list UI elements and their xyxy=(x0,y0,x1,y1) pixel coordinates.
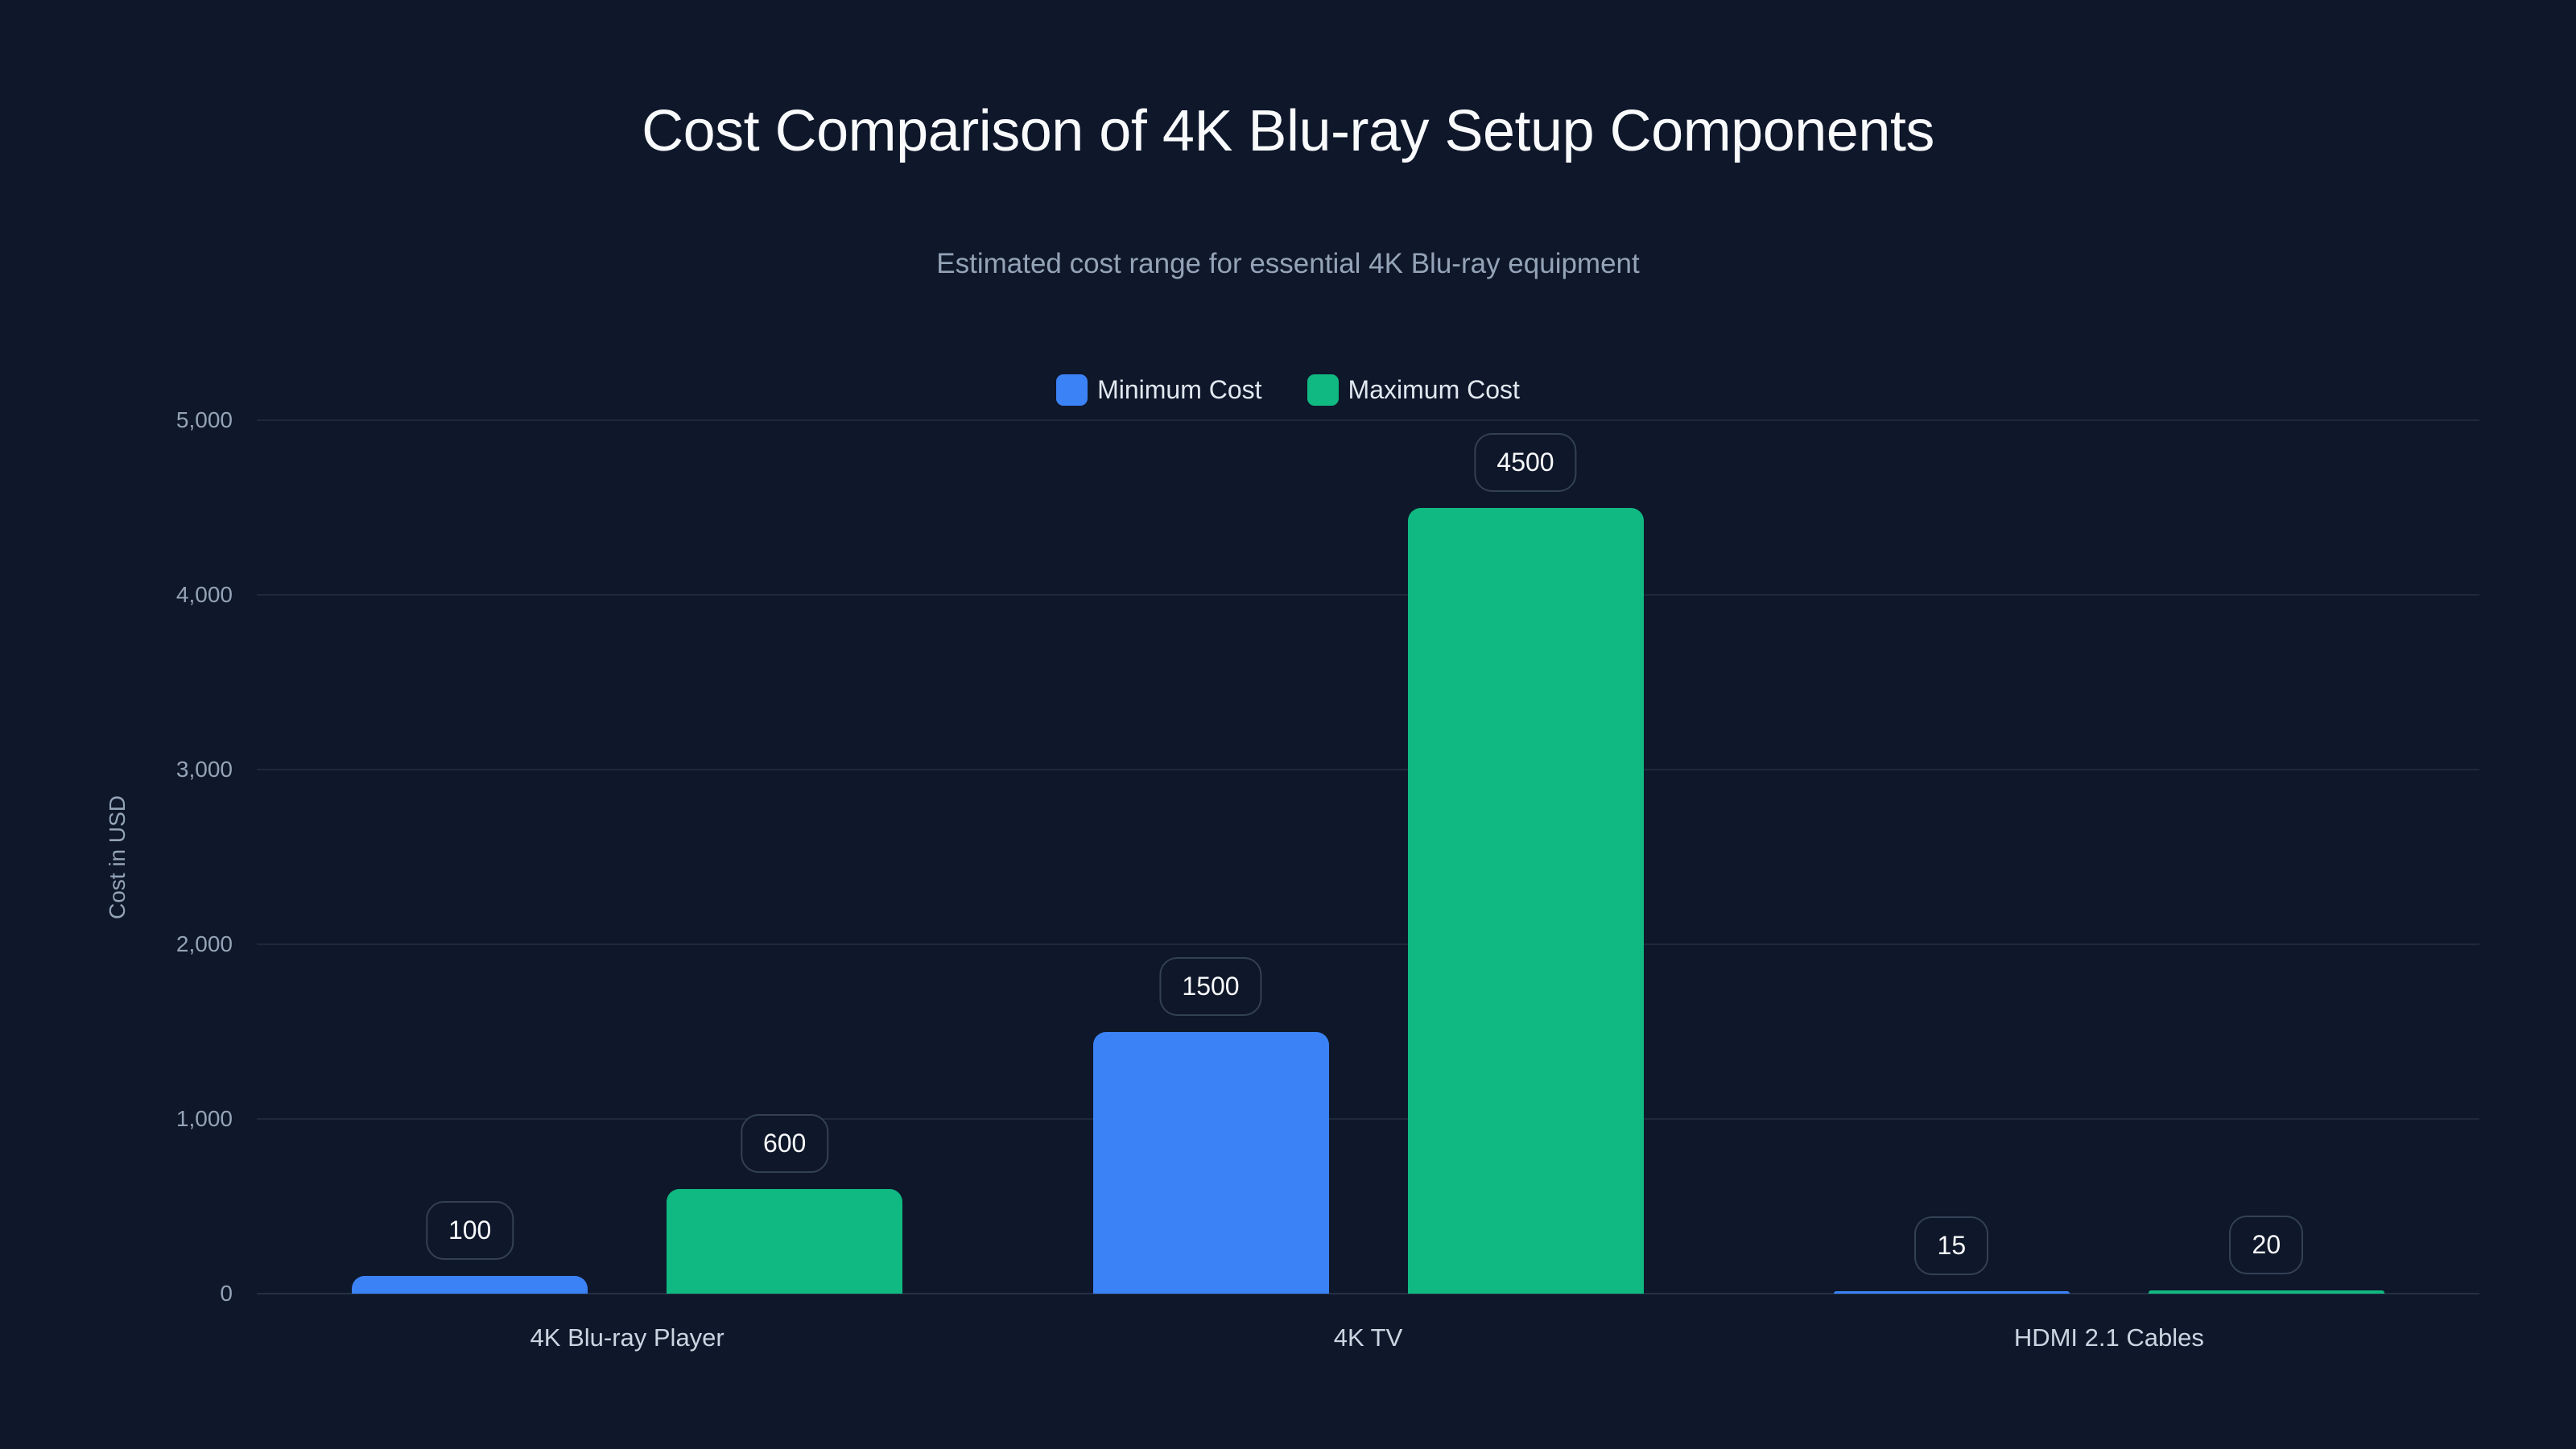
gridline xyxy=(257,769,2479,770)
bar-maximum-0[interactable] xyxy=(667,1188,903,1294)
bar-maximum-1[interactable] xyxy=(1407,507,1644,1294)
gridline xyxy=(257,1118,2479,1120)
legend-swatch-minimum-icon xyxy=(1056,374,1088,406)
y-tick-label: 1,000 xyxy=(175,1106,233,1131)
y-tick-label: 2,000 xyxy=(175,931,233,956)
x-tick-label: 4K TV xyxy=(1333,1323,1403,1352)
y-axis-title: Cost in USD xyxy=(105,795,130,920)
chart-subtitle: Estimated cost range for essential 4K Bl… xyxy=(936,248,1640,279)
bar-minimum-2[interactable] xyxy=(1833,1290,2070,1294)
legend-item-minimum-cost[interactable]: Minimum Cost xyxy=(1056,372,1262,407)
bar-minimum-0[interactable] xyxy=(352,1276,588,1294)
y-tick-label: 5,000 xyxy=(175,407,233,432)
plot-area: 0 1,000 2,000 3,000 4,000 5,000 100 600 1500 4500… xyxy=(176,407,2479,1306)
bar-value-label: 20 xyxy=(2229,1215,2304,1274)
bar-maximum-2[interactable] xyxy=(2148,1290,2384,1294)
y-tick-label: 3,000 xyxy=(175,757,233,782)
bar-value-label: 4500 xyxy=(1474,432,1577,492)
gridline xyxy=(257,943,2479,945)
bar-value-label: 1500 xyxy=(1159,956,1262,1016)
bar-value-label: 600 xyxy=(740,1113,829,1173)
legend-label: Maximum Cost xyxy=(1348,375,1520,404)
legend-item-maximum-cost[interactable]: Maximum Cost xyxy=(1307,372,1520,407)
y-tick-label: 4,000 xyxy=(175,582,233,607)
legend-swatch-maximum-icon xyxy=(1307,374,1339,406)
bar-minimum-1[interactable] xyxy=(1092,1031,1329,1294)
y-tick-label: 0 xyxy=(220,1281,233,1306)
gridline xyxy=(257,419,2479,421)
x-tick-label: 4K Blu-ray Player xyxy=(530,1323,724,1352)
x-tick-label: HDMI 2.1 Cables xyxy=(2013,1323,2204,1352)
legend-label: Minimum Cost xyxy=(1097,375,1262,404)
bar-value-label: 100 xyxy=(425,1201,514,1261)
chart-title: Cost Comparison of 4K Blu-ray Setup Comp… xyxy=(642,99,1934,163)
legend: Minimum Cost Maximum Cost xyxy=(0,372,2576,407)
x-axis-baseline xyxy=(257,1293,2479,1294)
bar-value-label: 15 xyxy=(1914,1216,1989,1275)
gridline xyxy=(257,594,2479,596)
